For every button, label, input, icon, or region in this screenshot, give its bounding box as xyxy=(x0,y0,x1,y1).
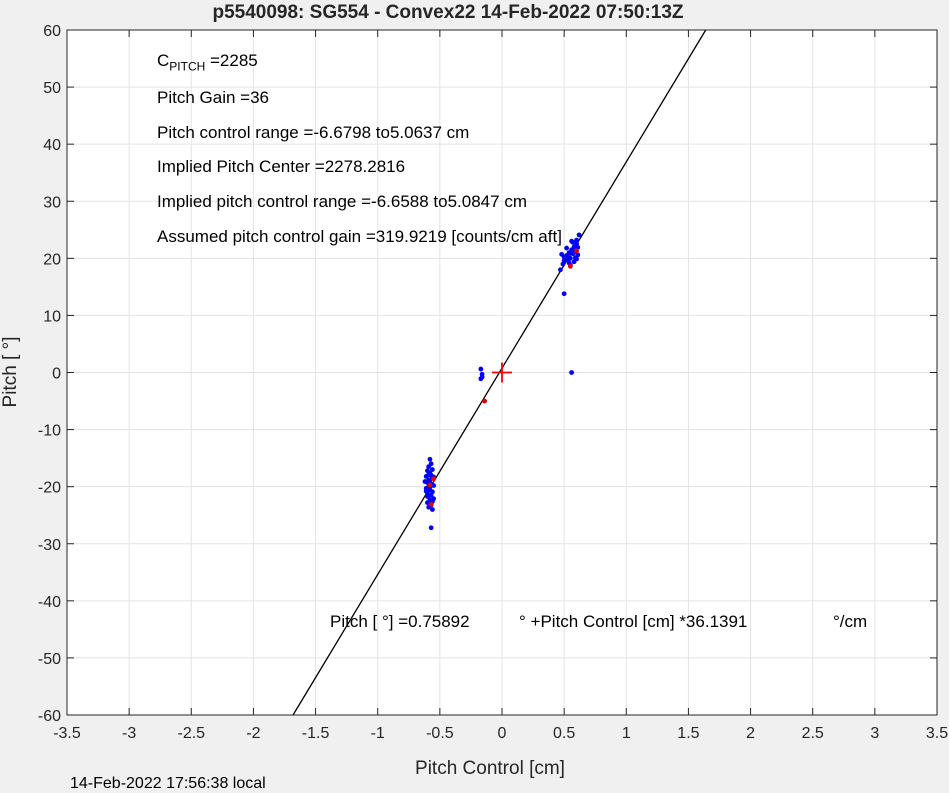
data-point xyxy=(561,258,567,264)
x-tick-label: -2 xyxy=(246,725,260,742)
y-tick-label: 20 xyxy=(43,251,61,268)
data-point xyxy=(574,256,579,262)
x-tick-label: 3.5 xyxy=(926,725,948,742)
data-point xyxy=(428,501,434,507)
x-tick-label: 0 xyxy=(498,725,507,742)
cpitch-sub: PITCH xyxy=(169,59,206,74)
chart-title: p5540098: SG554 - Convex22 14-Feb-2022 0… xyxy=(212,2,683,23)
data-point xyxy=(569,238,574,244)
y-tick-label: -10 xyxy=(38,423,61,440)
center-marker xyxy=(492,362,512,383)
data-points xyxy=(422,232,582,531)
y-tick-label: 10 xyxy=(43,308,61,325)
x-tick-label: -0.5 xyxy=(426,725,454,742)
data-point xyxy=(558,267,563,273)
x-tick-label: 1.5 xyxy=(677,725,699,742)
data-point xyxy=(569,370,574,375)
control-range-annotation: Pitch control range =-6.6798 to5.0637 cm xyxy=(157,123,470,142)
data-point xyxy=(425,493,430,499)
data-point xyxy=(561,291,567,297)
data-point xyxy=(574,248,579,254)
data-point xyxy=(423,488,429,494)
x-tick-label: 2 xyxy=(746,725,755,742)
data-point xyxy=(576,232,582,238)
y-tick-label: -60 xyxy=(38,708,61,725)
data-point xyxy=(479,374,485,380)
data-point xyxy=(422,479,428,484)
x-tick-label: 1 xyxy=(622,725,631,742)
x-tick-label: -1 xyxy=(371,725,385,742)
x-tick-label: -3 xyxy=(122,725,136,742)
implied-center-annotation: Implied Pitch Center =2278.2816 xyxy=(157,157,406,176)
data-point xyxy=(431,483,437,488)
y-tick-label: 30 xyxy=(43,194,61,211)
y-tick-label: 50 xyxy=(43,80,61,97)
data-point xyxy=(426,464,432,470)
data-point xyxy=(564,245,570,251)
data-point xyxy=(567,255,573,261)
data-point xyxy=(478,366,484,372)
y-tick-label: 40 xyxy=(43,137,61,154)
data-point xyxy=(427,482,433,488)
data-point xyxy=(428,525,434,531)
fit-equation-part2: ° +Pitch Control [cm] *36.1391 xyxy=(519,612,748,631)
data-point xyxy=(425,500,430,506)
y-tick-label: -20 xyxy=(38,480,61,497)
x-tick-label: 3 xyxy=(870,725,879,742)
x-tick-label: -1.5 xyxy=(302,725,330,742)
cpitch-annotation: CPITCH =2285 xyxy=(157,51,258,73)
data-point xyxy=(430,467,435,472)
data-point xyxy=(482,398,487,404)
y-axis-label: Pitch [ °] xyxy=(0,337,21,408)
data-point xyxy=(559,251,565,257)
cpitch-value: =2285 xyxy=(205,51,258,70)
data-point xyxy=(430,507,435,512)
pitch-gain-annotation: Pitch Gain =36 xyxy=(157,88,269,107)
cpitch-main: C xyxy=(157,51,170,70)
y-tick-label: -30 xyxy=(38,537,61,554)
y-tick-label: -50 xyxy=(38,651,61,668)
data-point xyxy=(426,472,432,478)
y-tick-label: 60 xyxy=(43,23,61,40)
x-axis-label: Pitch Control [cm] xyxy=(415,758,565,779)
footer-timestamp: 14-Feb-2022 17:56:38 local xyxy=(70,775,266,792)
fit-equation-part3: °/cm xyxy=(833,612,868,631)
x-tick-label: 0.5 xyxy=(553,725,575,742)
x-tick-label: 2.5 xyxy=(802,725,824,742)
data-point xyxy=(574,237,579,243)
ticks: -3.5 -3 -2.5 -2 -1.5 -1 -0.5 0 0.5 1 1.5 2 2.5 3 3.5 -6… xyxy=(38,23,948,742)
fit-equation-part1: Pitch [ °] =0.75892 xyxy=(330,612,470,631)
y-tick-label: 0 xyxy=(52,366,61,383)
data-point xyxy=(427,456,433,462)
assumed-gain-annotation: Assumed pitch control gain =319.9219 [co… xyxy=(157,227,562,246)
implied-range-annotation: Implied pitch control range =-6.6588 to5… xyxy=(157,192,527,211)
data-point xyxy=(567,263,573,269)
y-tick-label: -40 xyxy=(38,594,61,611)
x-tick-label: -3.5 xyxy=(53,725,81,742)
data-point xyxy=(431,476,437,482)
x-tick-label: -2.5 xyxy=(177,725,205,742)
